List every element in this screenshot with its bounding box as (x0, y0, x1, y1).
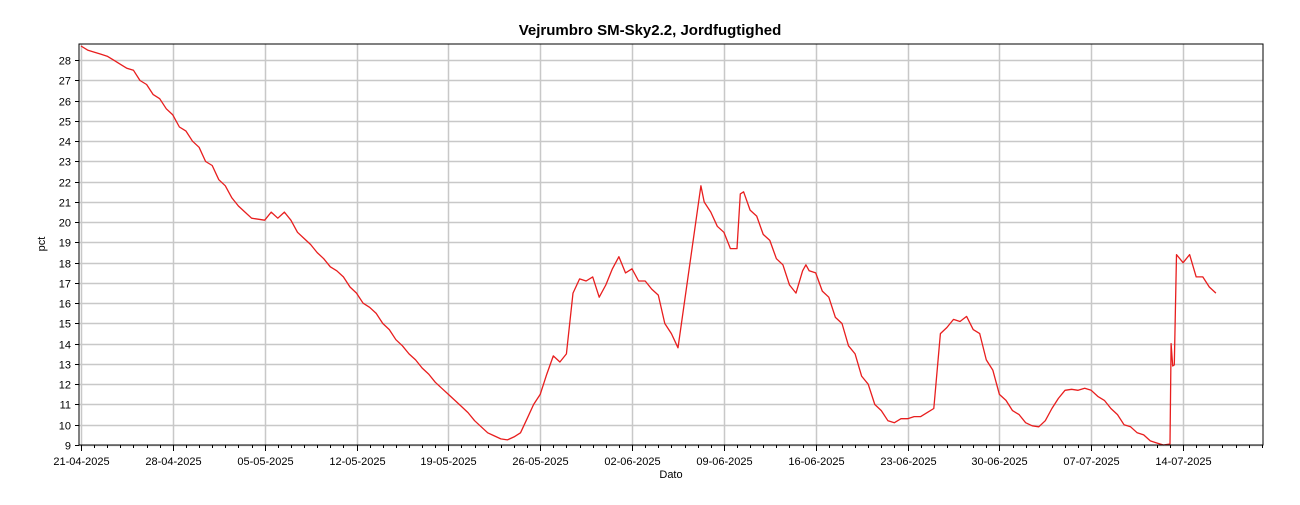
y-tick-label: 13 (59, 360, 71, 372)
y-tick-label: 12 (59, 380, 71, 392)
x-axis-label: Dato (659, 469, 682, 481)
y-tick-label: 21 (59, 198, 71, 210)
y-tick-label: 11 (60, 400, 71, 412)
y-tick-label: 10 (59, 421, 71, 433)
chart-title: Vejrumbro SM-Sky2.2, Jordfugtighed (519, 22, 782, 39)
y-tick-label: 16 (59, 299, 71, 311)
y-tick-label: 26 (59, 97, 71, 109)
y-tick-label: 14 (59, 340, 71, 352)
data-series (80, 45, 1217, 446)
x-tick-label: 30-06-2025 (971, 456, 1027, 468)
y-axis: 9 10 11 12 13 14 15 16 17 18 19 20 21 22 23 24 25 26 27 28 (59, 56, 79, 453)
x-tick-label: 28-04-2025 (145, 456, 201, 468)
y-tick-label: 17 (59, 279, 71, 291)
grid-lines (79, 44, 1263, 447)
y-tick-label: 25 (59, 117, 71, 129)
x-tick-label: 07-07-2025 (1063, 456, 1119, 468)
x-tick-label: 05-05-2025 (237, 456, 293, 468)
y-tick-label: 23 (59, 157, 71, 169)
y-axis-label: pct (36, 237, 48, 252)
x-tick-label: 02-06-2025 (604, 456, 660, 468)
x-tick-label: 19-05-2025 (420, 456, 476, 468)
x-tick-label: 23-06-2025 (880, 456, 936, 468)
y-tick-label: 24 (59, 137, 71, 149)
x-tick-label: 26-05-2025 (512, 456, 568, 468)
x-tick-label: 16-06-2025 (788, 456, 844, 468)
y-tick-label: 28 (59, 56, 71, 68)
y-tick-label: 19 (59, 238, 71, 250)
series-line (80, 45, 1217, 446)
y-tick-label: 27 (59, 76, 71, 88)
x-tick-label: 21-04-2025 (53, 456, 109, 468)
y-tick-label: 9 (65, 441, 71, 453)
y-tick-label: 18 (59, 259, 71, 271)
x-tick-label: 14-07-2025 (1155, 456, 1211, 468)
y-tick-label: 15 (59, 319, 71, 331)
x-tick-label: 12-05-2025 (329, 456, 385, 468)
y-tick-label: 20 (59, 218, 71, 230)
y-tick-label: 22 (59, 178, 71, 190)
x-tick-label: 09-06-2025 (696, 456, 752, 468)
x-axis: 21-04-2025 28-04-2025 05-05-2025 12-05-2025… (53, 445, 1263, 468)
